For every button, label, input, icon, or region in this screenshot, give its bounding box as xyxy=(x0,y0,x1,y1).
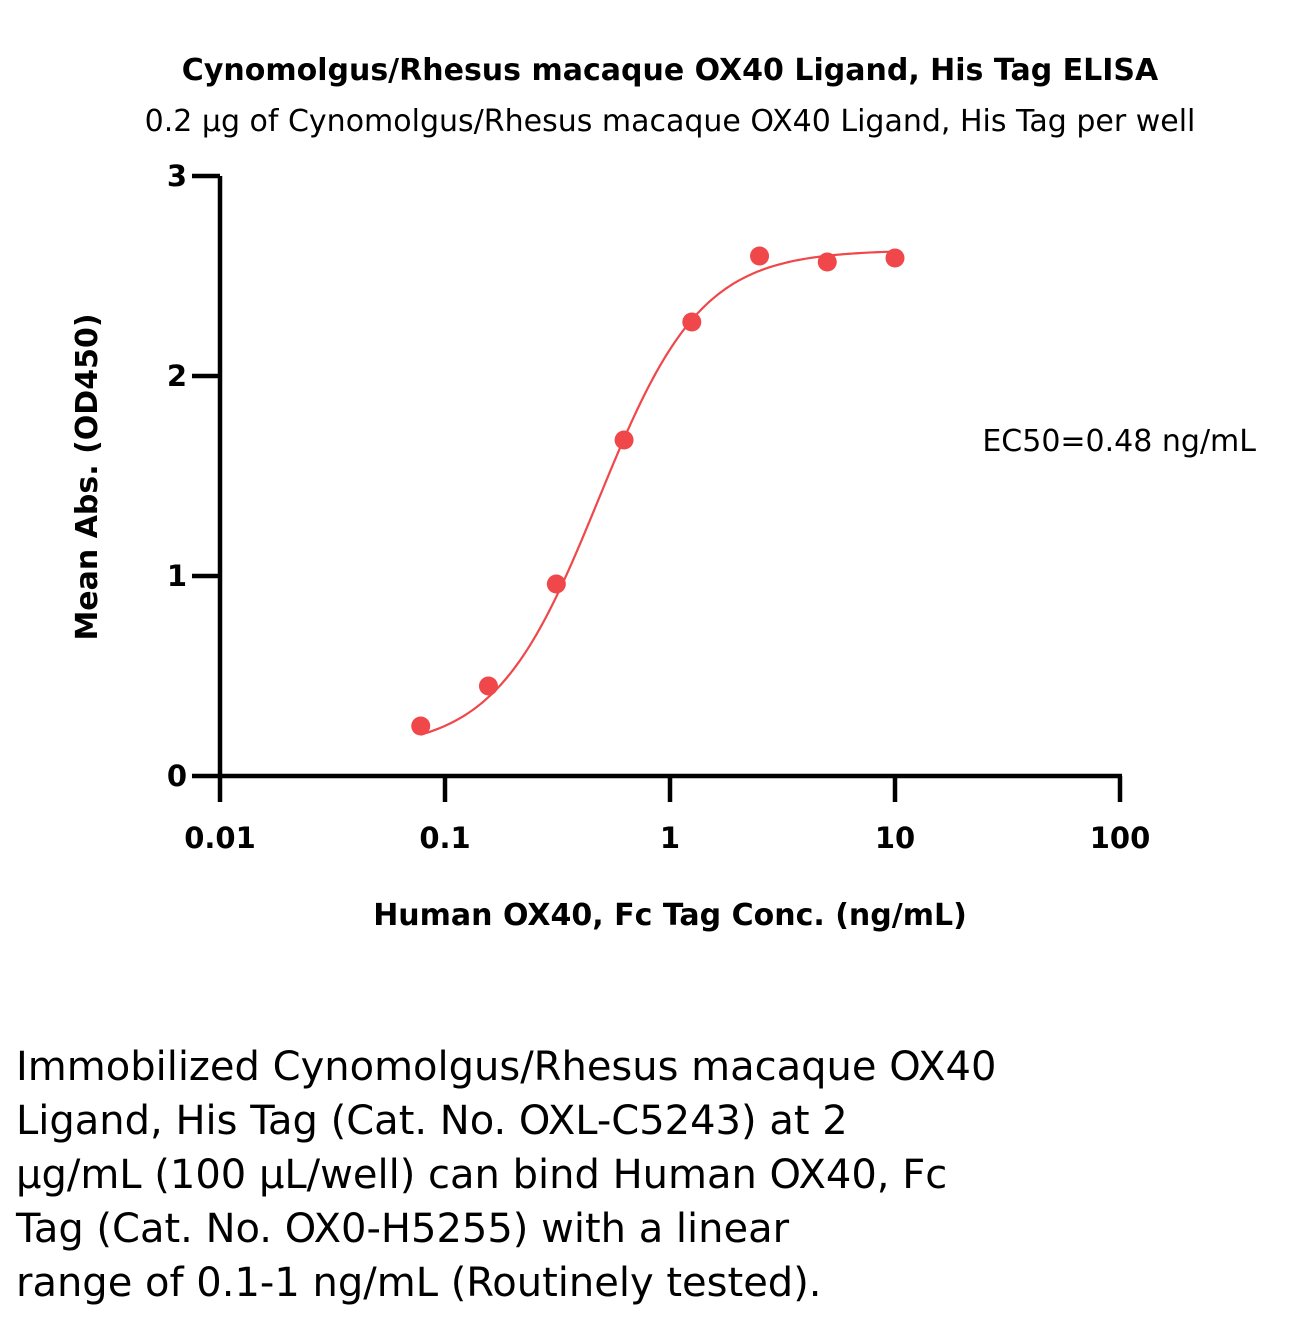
plot-area: 0 1 2 3 0.01 0.1 1 10 100 xyxy=(167,159,1150,855)
y-axis-title: Mean Abs. (OD450) xyxy=(70,313,105,640)
elisa-chart: Cynomolgus/Rhesus macaque OX40 Ligand, H… xyxy=(70,53,1256,933)
x-tick-label: 100 xyxy=(1090,821,1151,855)
x-tick-label: 10 xyxy=(875,821,915,855)
y-tick-label: 0 xyxy=(167,759,187,793)
caption-line: Tag (Cat. No. OX0-H5255) with a linear xyxy=(16,1206,790,1252)
caption-line: range of 0.1-1 ng/mL (Routinely tested). xyxy=(16,1260,822,1306)
y-tick-label: 1 xyxy=(167,559,187,593)
y-tick-label: 2 xyxy=(167,359,187,393)
caption-line: Ligand, His Tag (Cat. No. OXL-C5243) at … xyxy=(16,1098,848,1144)
data-point xyxy=(546,574,566,594)
x-tick-label: 0.01 xyxy=(184,821,256,855)
data-point xyxy=(411,716,431,736)
x-tick-label: 0.1 xyxy=(419,821,470,855)
figure-caption: Immobilized Cynomolgus/Rhesus macaque OX… xyxy=(16,1040,1096,1310)
data-point xyxy=(614,430,634,450)
chart-title: Cynomolgus/Rhesus macaque OX40 Ligand, H… xyxy=(182,53,1159,88)
x-axis-title: Human OX40, Fc Tag Conc. (ng/mL) xyxy=(373,898,967,933)
x-tick-label: 1 xyxy=(660,821,680,855)
caption-line: μg/mL (100 μL/well) can bind Human OX40,… xyxy=(16,1152,948,1198)
fit-curve-line xyxy=(420,250,896,736)
data-point xyxy=(885,248,905,268)
data-point xyxy=(682,312,702,332)
data-point xyxy=(478,676,498,696)
caption-line: Immobilized Cynomolgus/Rhesus macaque OX… xyxy=(16,1044,997,1090)
data-point xyxy=(750,246,770,266)
data-point xyxy=(817,252,837,272)
ec50-annotation: EC50=0.48 ng/mL xyxy=(982,424,1256,459)
y-tick-label: 3 xyxy=(167,159,187,193)
chart-subtitle: 0.2 μg of Cynomolgus/Rhesus macaque OX40… xyxy=(145,104,1196,139)
